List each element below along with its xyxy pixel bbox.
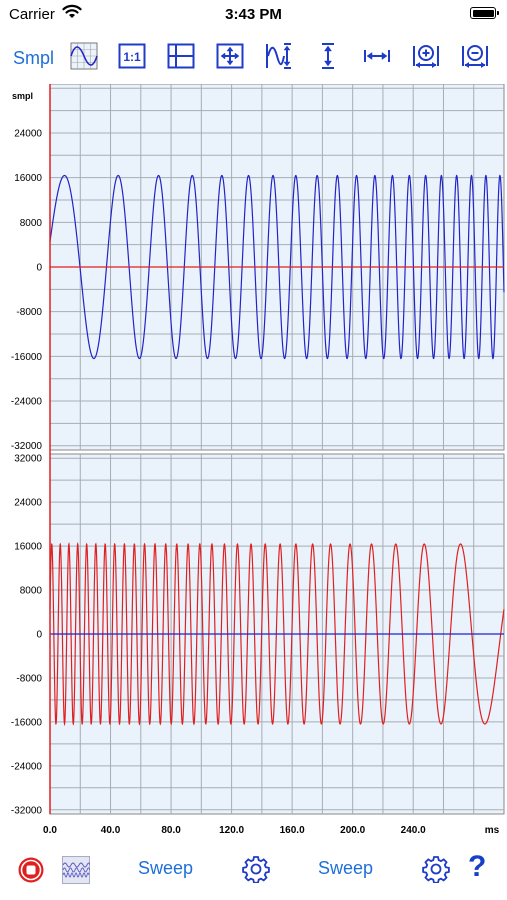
left-settings-gear-icon[interactable] — [242, 855, 270, 883]
y-tick-label: 16000 — [14, 542, 42, 553]
y-tick-label: 16000 — [14, 173, 42, 184]
toolbar: Smpl 1:1 — [0, 38, 507, 78]
x-tick-label: 240.0 — [401, 825, 426, 836]
carrier-label: Carrier — [9, 6, 55, 23]
y-tick-label: -8000 — [16, 307, 42, 318]
smpl-button[interactable]: Smpl — [13, 48, 55, 68]
right-settings-gear-icon[interactable] — [422, 855, 450, 883]
x-tick-label: 160.0 — [280, 825, 305, 836]
battery-icon — [470, 7, 499, 19]
clock: 3:43 PM — [225, 6, 282, 23]
waveform-thumbnail-icon[interactable] — [62, 856, 90, 884]
wifi-icon — [62, 4, 82, 18]
y-tick-label: -24000 — [11, 761, 43, 772]
x-tick-label: 200.0 — [340, 825, 365, 836]
right-sweep-button[interactable]: Sweep — [318, 858, 374, 878]
y-tick-label: 0 — [36, 263, 42, 274]
move-arrows-icon[interactable] — [216, 42, 244, 70]
left-sweep-button[interactable]: Sweep — [138, 858, 194, 878]
waveform-series-1 — [49, 174, 505, 360]
y-tick-label: 32000 — [14, 454, 42, 465]
x-tick-label: 40.0 — [101, 825, 121, 836]
y-tick-label: 8000 — [20, 218, 43, 229]
svg-text:1:1: 1:1 — [123, 50, 141, 64]
stop-record-button[interactable] — [17, 856, 45, 884]
bottom-bar: Sweep Sweep ? — [0, 846, 507, 900]
sine-grid-icon[interactable] — [70, 42, 98, 70]
y-tick-label: 0 — [36, 630, 42, 641]
vertical-expand-icon[interactable] — [314, 42, 342, 70]
waveform-chart[interactable]: 24000 16000 8000 0 -8000 -16000 -24000 -32000 sm… — [0, 84, 507, 842]
waveform-series-2 — [49, 541, 505, 727]
x-unit-label: ms — [485, 825, 500, 836]
status-bar: Carrier 3:43 PM — [0, 0, 507, 30]
y-tick-label: -32000 — [11, 805, 43, 816]
zoom-out-horizontal-icon[interactable] — [461, 42, 489, 70]
y-tick-label: 24000 — [14, 498, 42, 509]
help-button[interactable]: ? — [468, 850, 487, 883]
y-tick-label: 24000 — [14, 129, 42, 140]
y-axis-label: smpl — [12, 91, 33, 101]
ratio-1-1-icon[interactable]: 1:1 — [118, 42, 146, 70]
x-tick-label: 80.0 — [161, 825, 181, 836]
x-tick-label: 120.0 — [219, 825, 244, 836]
y-tick-label: -32000 — [11, 441, 43, 452]
zoom-in-horizontal-icon[interactable] — [412, 42, 440, 70]
vertical-fit-wave-icon[interactable] — [265, 42, 293, 70]
y-tick-label: -24000 — [11, 397, 43, 408]
y-tick-label: -16000 — [11, 717, 43, 728]
split-panes-icon[interactable] — [167, 42, 195, 70]
x-tick-label: 0.0 — [43, 825, 57, 836]
horizontal-expand-icon[interactable] — [363, 42, 391, 70]
y-tick-label: -8000 — [16, 673, 42, 684]
y-tick-label: -16000 — [11, 352, 43, 363]
y-tick-label: 8000 — [20, 586, 43, 597]
